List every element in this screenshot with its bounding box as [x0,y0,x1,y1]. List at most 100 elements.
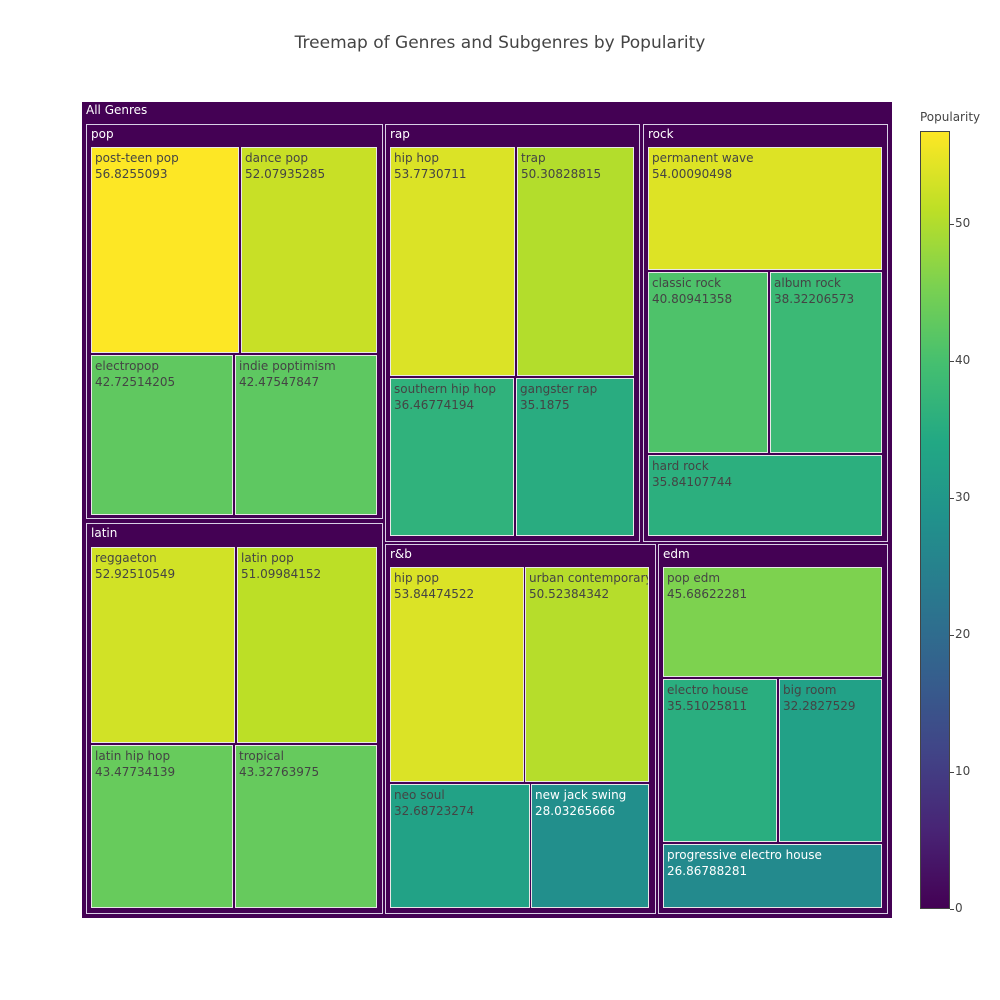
subgenre-value: 56.8255093 [95,166,168,181]
treemap-root-label: All Genres [86,103,148,117]
subgenre-text: electro house 35.51025811 [667,683,748,714]
subgenre-value: 28.03265666 [535,803,616,818]
subgenre-value: 52.07935285 [245,166,326,181]
subgenre-text: classic rock 40.80941358 [652,276,732,307]
subgenre-tile-latin-pop[interactable]: latin pop 51.09984152 [237,547,377,743]
subgenre-text: neo soul 32.68723274 [394,788,474,819]
subgenre-tile-post-teen-pop[interactable]: post-teen pop 56.8255093 [91,147,239,353]
colorbar-tick-mark [950,498,954,499]
subgenre-name: permanent wave [652,151,754,165]
colorbar-tick-mark [950,909,954,910]
subgenre-tile-hip-hop[interactable]: hip hop 53.7730711 [390,147,515,376]
subgenre-tile-tropical[interactable]: tropical 43.32763975 [235,745,377,908]
subgenre-tile-hard-rock[interactable]: hard rock 35.84107744 [648,455,882,536]
subgenre-text: tropical 43.32763975 [239,749,319,780]
colorbar-tick-label: 50 [955,216,971,230]
subgenre-name: hip pop [394,571,439,585]
subgenre-value: 38.32206573 [774,291,855,306]
subgenre-text: new jack swing 28.03265666 [535,788,626,819]
genre-label: rock [648,127,674,141]
subgenre-name: neo soul [394,788,445,802]
subgenre-text: electropop 42.72514205 [95,359,175,390]
subgenre-value: 42.47547847 [239,374,320,389]
subgenre-text: urban contemporary 50.52384342 [529,571,649,602]
subgenre-tile-urban-contemporary[interactable]: urban contemporary 50.52384342 [525,567,649,782]
subgenre-tile-album-rock[interactable]: album rock 38.32206573 [770,272,882,453]
subgenre-value: 35.51025811 [667,698,748,713]
colorbar-tick-label: 30 [955,490,971,504]
subgenre-text: latin hip hop 43.47734139 [95,749,175,780]
subgenre-name: southern hip hop [394,382,496,396]
genre-label: latin [91,526,118,540]
subgenre-value: 53.84474522 [394,586,475,601]
subgenre-tile-indie-poptimism[interactable]: indie poptimism 42.47547847 [235,355,377,515]
subgenre-tile-big-room[interactable]: big room 32.2827529 [779,679,882,842]
subgenre-text: progressive electro house 26.86788281 [667,848,822,879]
subgenre-name: indie poptimism [239,359,336,373]
subgenre-value: 42.72514205 [95,374,176,389]
subgenre-text: southern hip hop 36.46774194 [394,382,496,413]
subgenre-tile-southern-hip-hop[interactable]: southern hip hop 36.46774194 [390,378,514,536]
subgenre-tile-electropop[interactable]: electropop 42.72514205 [91,355,233,515]
subgenre-value: 35.84107744 [652,474,733,489]
subgenre-tile-progressive-electro-house[interactable]: progressive electro house 26.86788281 [663,844,882,908]
subgenre-text: permanent wave 54.00090498 [652,151,754,182]
colorbar [920,131,950,909]
subgenre-text: trap 50.30828815 [521,151,601,182]
subgenre-tile-classic-rock[interactable]: classic rock 40.80941358 [648,272,768,453]
subgenre-tile-trap[interactable]: trap 50.30828815 [517,147,634,376]
subgenre-name: urban contemporary [529,571,649,585]
subgenre-name: hip hop [394,151,439,165]
subgenre-tile-permanent-wave[interactable]: permanent wave 54.00090498 [648,147,882,270]
colorbar-tick-mark [950,224,954,225]
subgenre-name: new jack swing [535,788,627,802]
subgenre-value: 26.86788281 [667,863,748,878]
subgenre-text: reggaeton 52.92510549 [95,551,175,582]
subgenre-value: 45.68622281 [667,586,748,601]
subgenre-value: 51.09984152 [241,566,322,581]
subgenre-name: latin pop [241,551,294,565]
subgenre-name: classic rock [652,276,722,290]
subgenre-text: indie poptimism 42.47547847 [239,359,336,390]
subgenre-name: reggaeton [95,551,157,565]
subgenre-name: trap [521,151,546,165]
subgenre-tile-pop-edm[interactable]: pop edm 45.68622281 [663,567,882,677]
subgenre-value: 43.32763975 [239,764,320,779]
subgenre-value: 36.46774194 [394,397,475,412]
subgenre-name: tropical [239,749,284,763]
subgenre-tile-latin-hip-hop[interactable]: latin hip hop 43.47734139 [91,745,233,908]
subgenre-name: electropop [95,359,159,373]
subgenre-name: album rock [774,276,841,290]
subgenre-name: electro house [667,683,749,697]
subgenre-value: 50.52384342 [529,586,610,601]
genre-label: r&b [390,547,412,561]
genre-label: pop [91,127,114,141]
subgenre-value: 52.92510549 [95,566,176,581]
subgenre-tile-gangster-rap[interactable]: gangster rap 35.1875 [516,378,634,536]
colorbar-tick-mark [950,361,954,362]
subgenre-text: hip hop 53.7730711 [394,151,467,182]
subgenre-tile-hip-pop[interactable]: hip pop 53.84474522 [390,567,524,782]
subgenre-tile-new-jack-swing[interactable]: new jack swing 28.03265666 [531,784,649,908]
colorbar-tick-label: 20 [955,627,971,641]
subgenre-tile-electro-house[interactable]: electro house 35.51025811 [663,679,777,842]
subgenre-text: gangster rap 35.1875 [520,382,597,413]
colorbar-tick-label: 0 [955,901,963,915]
colorbar-tick-mark [950,635,954,636]
subgenre-tile-dance-pop[interactable]: dance pop 52.07935285 [241,147,377,353]
subgenre-tile-reggaeton[interactable]: reggaeton 52.92510549 [91,547,235,743]
colorbar-tick-label: 10 [955,764,971,778]
subgenre-value: 40.80941358 [652,291,733,306]
subgenre-value: 50.30828815 [521,166,602,181]
genre-label: rap [390,127,410,141]
subgenre-text: hip pop 53.84474522 [394,571,474,602]
subgenre-value: 53.7730711 [394,166,467,181]
subgenre-tile-neo-soul[interactable]: neo soul 32.68723274 [390,784,530,908]
subgenre-text: pop edm 45.68622281 [667,571,747,602]
subgenre-name: gangster rap [520,382,598,396]
subgenre-name: big room [783,683,837,697]
subgenre-name: dance pop [245,151,308,165]
subgenre-name: post-teen pop [95,151,179,165]
colorbar-tick-label: 40 [955,353,971,367]
subgenre-text: post-teen pop 56.8255093 [95,151,179,182]
